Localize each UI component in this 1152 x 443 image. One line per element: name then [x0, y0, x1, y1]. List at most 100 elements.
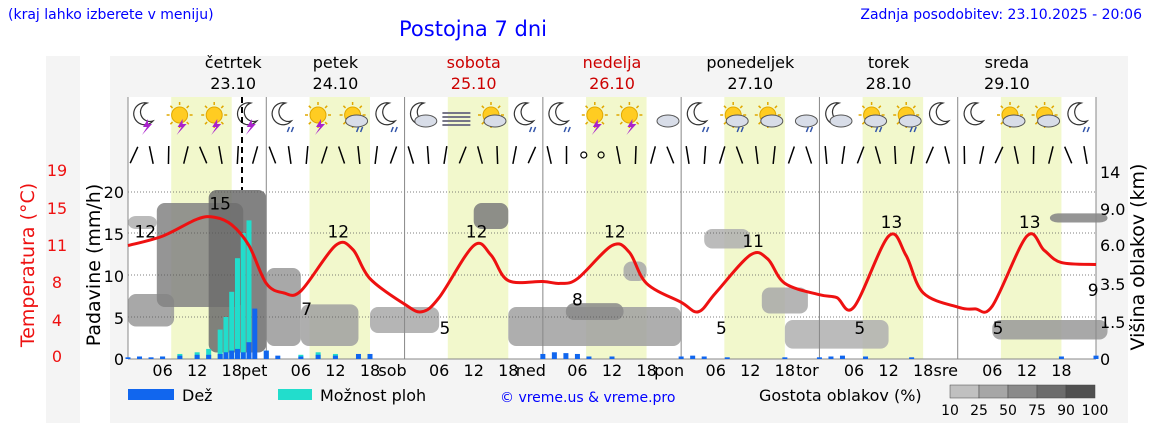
wind-barb: [893, 145, 897, 165]
cloud-icon: [829, 114, 853, 128]
rain-drop: [740, 126, 744, 133]
sun-icon: [620, 106, 638, 124]
rain-bar: [217, 353, 223, 359]
wind-barb: [1083, 146, 1088, 164]
sun-ray: [1000, 105, 1004, 109]
sun-storm-icon: [201, 102, 228, 135]
day-date: 27.10: [727, 74, 773, 93]
wind-barb: [874, 146, 882, 164]
sun-ray: [308, 105, 312, 109]
cloud-icon: [898, 114, 922, 128]
wind-barb: [1063, 146, 1073, 164]
wind-barb: [787, 146, 796, 164]
rain-bar: [160, 356, 166, 359]
moon-icon: [928, 102, 951, 126]
cloud-icon: [760, 114, 784, 128]
sun-ray: [896, 105, 900, 109]
temperature-label: 15: [209, 194, 231, 214]
rain-drop: [809, 126, 814, 133]
rain-bar: [298, 356, 304, 359]
cloud-icon: [656, 114, 680, 128]
sun-storm-icon: [305, 102, 331, 135]
wind-barb: [287, 145, 292, 165]
rain-bar: [234, 348, 240, 359]
y-axes: 19 15 11 8 4 0 20 15 10 5 0 14 9.0 6.0 3.5 1.5 0: [47, 161, 1126, 369]
x-tick-hour: 06: [152, 361, 172, 380]
daylight-band: [1000, 97, 1062, 359]
rain-drop: [563, 126, 567, 133]
moon-icon: [963, 102, 986, 126]
sun-cloud-icon: [997, 102, 1026, 128]
x-tick-hour: 18: [913, 361, 933, 380]
x-tick-day: pet: [241, 361, 267, 380]
density-step: 25: [970, 403, 988, 419]
wind-calm: [580, 151, 588, 159]
rain-drop: [532, 126, 537, 133]
sun-cloud-rain-icon: [720, 102, 749, 133]
rain-bar: [246, 342, 252, 359]
cloud-cell: [1049, 213, 1108, 223]
sun-cloud-rain-icon: [339, 102, 369, 133]
shower-bar: [229, 291, 235, 359]
density-step: 50: [999, 403, 1017, 419]
rain-drop: [286, 126, 291, 133]
sun-cloud-icon: [1031, 102, 1061, 128]
daylight-band: [724, 97, 785, 359]
sun-ray: [774, 105, 778, 109]
sun-ray: [186, 105, 190, 109]
cloud-tick: 1.5: [1100, 313, 1125, 332]
wind-barb: [320, 146, 328, 164]
temperature-label: 12: [604, 223, 626, 243]
rain-bar: [551, 352, 557, 359]
shower-bar: [223, 317, 229, 359]
density-swatch: [1007, 384, 1038, 399]
temperature-label: 12: [466, 223, 488, 243]
day-name: petek: [313, 53, 359, 72]
day-name: sreda: [985, 53, 1029, 72]
sun-ray: [308, 121, 312, 125]
lightning-icon: [176, 119, 187, 135]
cloud-density-label: Gostota oblakov (%): [759, 386, 922, 405]
sun-ray: [1000, 121, 1004, 125]
location-hint[interactable]: (kraj lahko izberete v meniju): [8, 7, 214, 23]
density-step: 90: [1057, 403, 1075, 419]
moon-cloud-icon: [825, 102, 853, 128]
temperature-tick: 4: [52, 311, 62, 330]
rain-bar: [206, 354, 212, 359]
sun-ray: [497, 105, 501, 109]
rain-drop: [359, 126, 364, 133]
moon-rain-icon: [686, 102, 710, 133]
rain-legend-label: Dež: [182, 386, 213, 405]
credit-link[interactable]: © vreme.us & vreme.pro: [500, 390, 675, 406]
day-date: 26.10: [589, 74, 635, 93]
sun-ray: [324, 121, 328, 125]
rain-drop: [290, 126, 295, 133]
sun-ray: [601, 105, 605, 109]
precip-tick: 20: [104, 183, 124, 202]
wind-barb: [129, 146, 139, 164]
wind-barb: [476, 146, 484, 164]
temperature-label: 13: [881, 213, 903, 233]
moon-icon: [1067, 102, 1090, 126]
x-tick-hour: 18: [775, 361, 795, 380]
rain-bar: [563, 353, 569, 359]
temperature-labels: 12 15 7 12 5 12 8 12 5 11 5 13 5 13 9: [134, 194, 1098, 339]
rain-bar: [252, 308, 258, 359]
rain-bar: [863, 356, 869, 359]
x-tick-day: ned: [516, 361, 546, 380]
wind-barb: [754, 145, 759, 165]
sun-ray: [585, 105, 589, 109]
precip-bars: [125, 220, 1099, 359]
rain-drop: [705, 126, 710, 133]
rain-bar: [263, 350, 269, 359]
wind-barb: [443, 145, 448, 165]
sun-cloud-rain-icon: [858, 102, 888, 133]
day-date: 29.10: [984, 74, 1030, 93]
sun-ray: [481, 121, 485, 125]
day-date: 25.10: [451, 74, 497, 93]
shower-bar: [240, 233, 246, 359]
moon-icon: [375, 102, 398, 126]
day-name: nedelja: [583, 53, 642, 72]
rain-bar: [315, 354, 321, 359]
